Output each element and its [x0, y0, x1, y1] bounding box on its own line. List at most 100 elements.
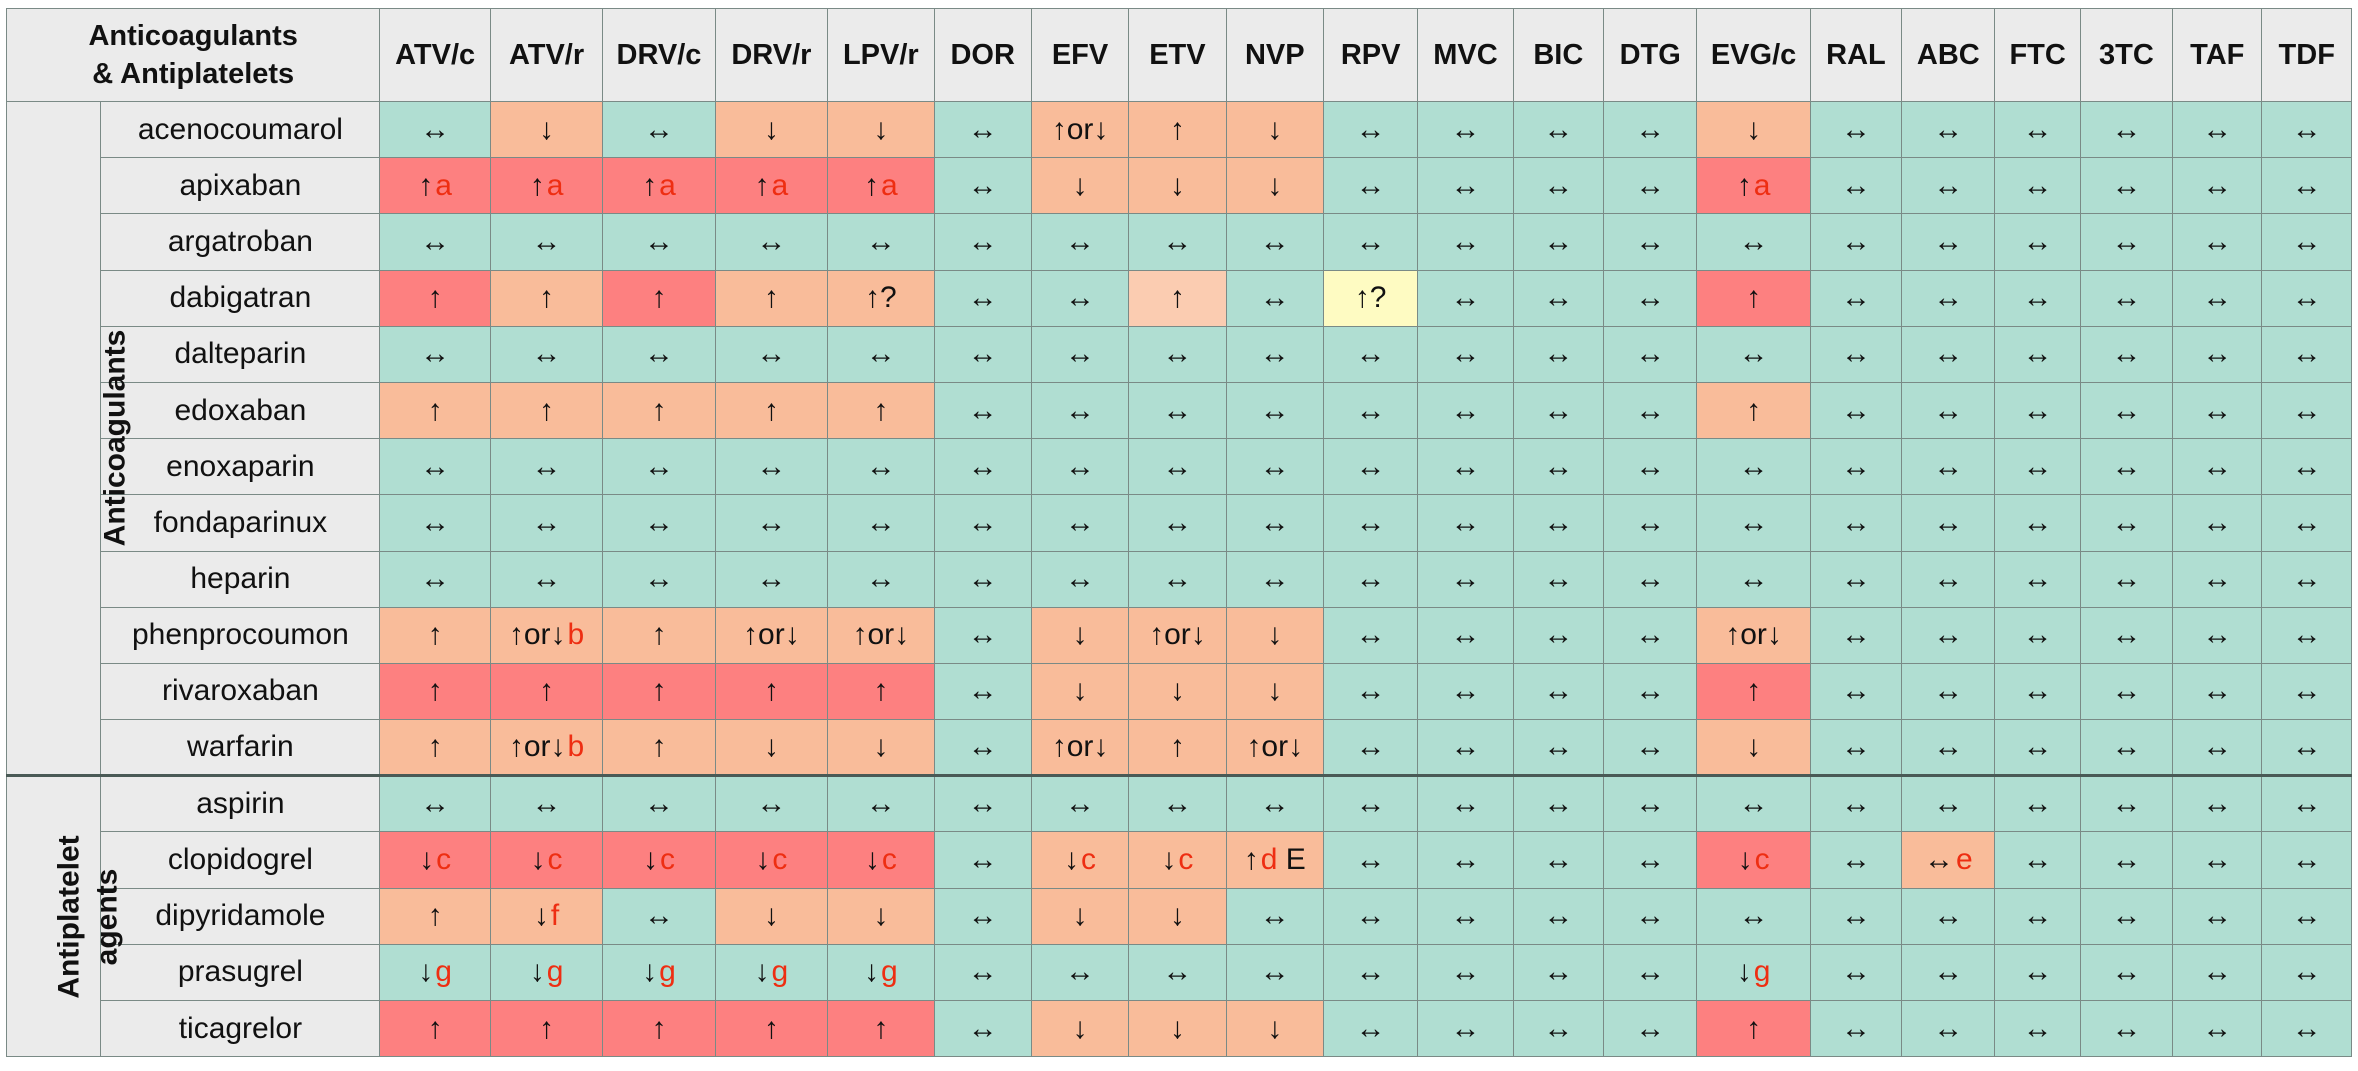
interaction-symbol: ↔ [1543, 112, 1574, 146]
interaction-cell: ↔ [1994, 606, 2081, 664]
interaction-cell: ↔ [1030, 438, 1130, 496]
interaction-symbol: ↔ [2202, 393, 2233, 427]
interaction-cell: ↔ [1603, 550, 1698, 608]
interaction-cell: ↔ [1809, 943, 1903, 1002]
interaction-cell: ↔ [1417, 213, 1514, 271]
interaction-symbol: ↑ [1746, 393, 1762, 427]
interaction-symbol: ↔ [1840, 899, 1871, 933]
interaction-symbol: ↑or↓ [1149, 618, 1206, 652]
interaction-symbol: ↔ [2022, 843, 2053, 877]
interaction-symbol: ↔ [531, 224, 562, 258]
interaction-cell: ↓ [827, 100, 935, 159]
interaction-cell: ↑ [714, 381, 829, 440]
interaction-symbol: ↓ [1746, 112, 1762, 146]
interaction-cell: ↔ [2261, 157, 2352, 215]
interaction-symbol: ↔ [865, 505, 896, 539]
interaction-symbol: ↓ [1267, 1011, 1283, 1045]
interaction-symbol: ↔ [1450, 1011, 1481, 1045]
interaction-symbol: ↔ [1450, 618, 1481, 652]
interaction-cell: ↔ [2172, 831, 2263, 889]
footnote-marker: g [659, 955, 676, 989]
interaction-cell: ↔ [2261, 325, 2352, 383]
interaction-symbol: ↔ [1840, 337, 1871, 371]
interaction-cell: ↔ [2079, 269, 2174, 327]
interaction-cell: ↔e [1901, 831, 1996, 889]
interaction-symbol: ↔ [1840, 449, 1871, 483]
interaction-symbol: ↔ [1543, 281, 1574, 315]
interaction-symbol: ↔ [420, 562, 451, 596]
interaction-cell: ↔ [1809, 157, 1903, 215]
interaction-cell: ↑a [714, 157, 829, 215]
table-row: ticagrelor ↑ ↑ ↑ ↑ ↑ ↔ ↓ ↓ ↓ ↔ ↔ ↔ ↔ ↑ ↔ ↔ ↔ ↔ ↔ ↔ [7, 999, 2352, 1058]
interaction-symbol: ↓ [873, 899, 889, 933]
interaction-symbol: ↓ [533, 899, 549, 933]
interaction-symbol: ↔ [1450, 787, 1481, 821]
table-row: argatroban ↔ ↔ ↔ ↔ ↔ ↔ ↔ ↔ ↔ ↔ ↔ ↔ ↔ ↔ ↔ ↔ ↔ ↔ ↔ ↔ [7, 213, 2352, 271]
interaction-cell: ↔ [602, 774, 716, 833]
interaction-symbol: ↔ [2111, 730, 2142, 764]
interaction-symbol: ↑ [754, 168, 770, 202]
interaction-symbol: ↔ [2022, 562, 2053, 596]
interaction-cell: ↔ [1225, 269, 1324, 327]
interaction-cell: ↔ [1030, 494, 1130, 552]
interaction-symbol: ↔ [643, 562, 674, 596]
interaction-symbol: ↔ [1933, 955, 1964, 989]
interaction-symbol: ↔ [1635, 449, 1666, 483]
interaction-cell: ↔ [2079, 213, 2174, 271]
interaction-cell: ↔ [714, 774, 829, 833]
interaction-symbol: ↔ [1162, 562, 1193, 596]
interaction-symbol: ↔ [967, 168, 998, 202]
interaction-symbol: ↔ [1840, 168, 1871, 202]
table-row: fondaparinux ↔ ↔ ↔ ↔ ↔ ↔ ↔ ↔ ↔ ↔ ↔ ↔ ↔ ↔ ↔ ↔ ↔ ↔ ↔ ↔ [7, 494, 2352, 552]
interaction-cell: ↔ [2261, 662, 2352, 721]
interaction-cell: ↔ [1322, 606, 1419, 664]
interaction-cell: ↔ [1901, 606, 1996, 664]
interaction-cell: ↓c [827, 831, 935, 889]
interaction-symbol: ↓ [1267, 674, 1283, 708]
interaction-symbol: ↔ [1543, 787, 1574, 821]
interaction-cell: ↔ [1603, 719, 1698, 777]
interaction-symbol: ↔ [2022, 955, 2053, 989]
header-row: Anticoagulants & Antiplatelets ATV/c ATV/… [5, 8, 2352, 102]
interaction-symbol: ↔ [1450, 562, 1481, 596]
interaction-cell: ↔ [1696, 438, 1811, 496]
interaction-cell: ↔ [379, 438, 491, 496]
interaction-symbol: ↔ [1355, 112, 1386, 146]
interaction-symbol: ↔ [967, 674, 998, 708]
interaction-cell: ↔ [2261, 831, 2352, 889]
interaction-cell: ↔ [1417, 774, 1514, 833]
interaction-symbol: ↔ [2111, 449, 2142, 483]
interaction-cell: ↑ [379, 662, 491, 721]
interaction-cell: ↔ [1603, 887, 1698, 945]
interaction-cell: ↑ [379, 381, 491, 440]
interaction-symbol: ↑ [1746, 1011, 1762, 1045]
interaction-cell: ↑or↓ [827, 606, 935, 664]
interaction-cell: ↔ [1417, 606, 1514, 664]
interaction-cell: ↓ [714, 100, 829, 159]
interaction-symbol: ↔ [1635, 112, 1666, 146]
interaction-cell: ↔ [1809, 774, 1903, 833]
interaction-symbol: ↑ [427, 730, 443, 764]
interaction-symbol: ↔ [1355, 224, 1386, 258]
interaction-cell: ↔ [714, 494, 829, 552]
interaction-symbol: ↑ [1736, 168, 1752, 202]
interaction-symbol: ↑ [1746, 674, 1762, 708]
drug-name: dalteparin [100, 325, 381, 383]
interaction-symbol: ↔ [420, 337, 451, 371]
interaction-symbol: ↔ [1162, 955, 1193, 989]
footnote-marker: f [550, 899, 560, 933]
interaction-cell: ↓ [714, 719, 829, 777]
interaction-cell: ↓c [1128, 831, 1227, 889]
interaction-symbol: ↔ [967, 393, 998, 427]
interaction-cell: ↔ [1994, 943, 2081, 1002]
interaction-symbol: ↔ [1450, 730, 1481, 764]
interaction-cell: ↔ [933, 494, 1032, 552]
interaction-cell: ↔ [1809, 438, 1903, 496]
interaction-symbol: ↔ [1355, 562, 1386, 596]
interaction-cell: ↔ [1994, 269, 2081, 327]
interaction-symbol: ↔ [1355, 393, 1386, 427]
interaction-cell: ↔ [827, 325, 935, 383]
interaction-cell: ↑ [489, 269, 604, 327]
interaction-symbol: ↔ [2202, 168, 2233, 202]
interaction-cell: ↔ [1322, 494, 1419, 552]
